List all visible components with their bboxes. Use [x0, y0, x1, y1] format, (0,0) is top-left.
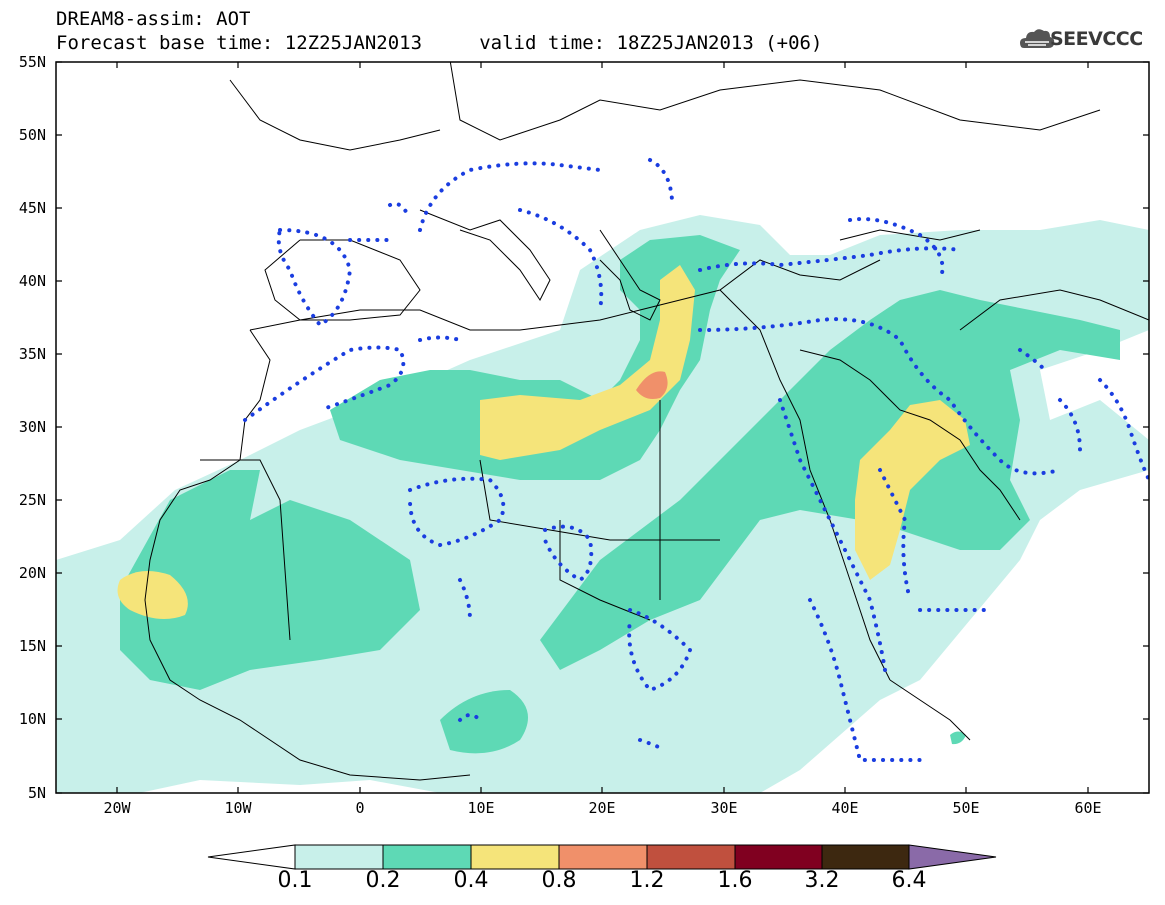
- coastlines: [144, 62, 1149, 781]
- colorbar-over-arrow: [908, 844, 997, 870]
- axis-ticks: [56, 61, 1149, 794]
- lon-label: 50E: [952, 799, 980, 817]
- colorbar-label: 1.2: [629, 868, 665, 893]
- lon-label: 60E: [1074, 799, 1102, 817]
- lon-label: 10W: [224, 799, 252, 817]
- lat-label: 45N: [18, 199, 46, 217]
- aot-field: [56, 215, 1149, 793]
- lat-label: 35N: [18, 345, 46, 363]
- colorbar-label: 0.4: [453, 868, 489, 893]
- lat-label: 10N: [18, 710, 46, 728]
- colorbar-swatch: [646, 844, 736, 870]
- colorbar-label: 1.6: [717, 868, 753, 893]
- dotted-contours: [243, 158, 1149, 763]
- lat-label: 30N: [18, 418, 46, 436]
- forecast-times: Forecast base time: 12Z25JAN2013 valid t…: [56, 32, 823, 54]
- colorbar-swatch: [734, 844, 823, 870]
- colorbar-swatch: [558, 844, 648, 870]
- colorbar-swatch: [382, 844, 472, 870]
- lon-label: 10E: [467, 799, 495, 817]
- colorbar-label: 0.2: [365, 868, 401, 893]
- colorbar-swatch: [821, 844, 910, 870]
- lat-label: 25N: [18, 491, 46, 509]
- lon-label: 30E: [710, 799, 738, 817]
- lat-label: 50N: [18, 126, 46, 144]
- lat-label: 40N: [18, 272, 46, 290]
- lat-label: 20N: [18, 564, 46, 582]
- lat-label: 15N: [18, 637, 46, 655]
- logo-text: SEEVCCC: [1050, 28, 1143, 50]
- colorbar-under-arrow: [207, 844, 296, 870]
- colorbar-label: 0.1: [277, 868, 313, 893]
- lat-label: 5N: [27, 784, 46, 802]
- cloud-icon: [1020, 29, 1055, 48]
- colorbar-swatch: [470, 844, 560, 870]
- colorbar-label: 6.4: [891, 868, 927, 893]
- colorbar-swatch: [294, 844, 384, 870]
- colorbar-label: 0.8: [541, 868, 577, 893]
- lat-label: 55N: [18, 53, 46, 71]
- lon-label: 20W: [103, 799, 131, 817]
- lon-label: 20E: [588, 799, 616, 817]
- colorbar: [207, 844, 997, 870]
- lon-label: 0: [355, 799, 365, 817]
- lon-label: 40E: [831, 799, 859, 817]
- colorbar-label: 3.2: [804, 868, 840, 893]
- chart-title: DREAM8-assim: AOT: [56, 8, 251, 30]
